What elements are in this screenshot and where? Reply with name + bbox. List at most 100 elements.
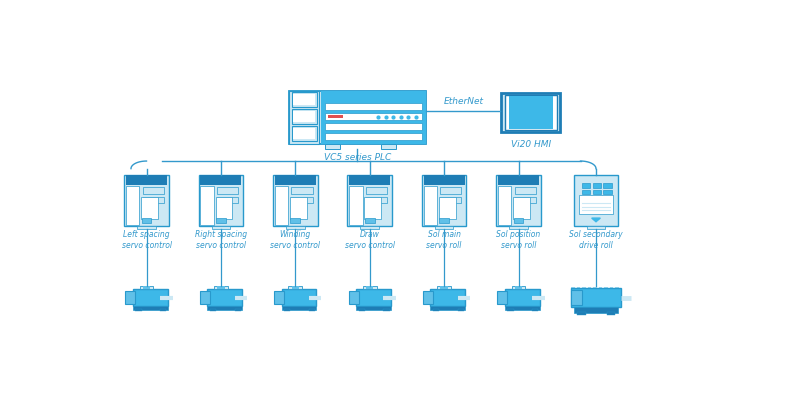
FancyBboxPatch shape (142, 188, 164, 194)
FancyBboxPatch shape (291, 286, 299, 289)
FancyBboxPatch shape (124, 175, 169, 226)
FancyBboxPatch shape (507, 309, 514, 311)
FancyBboxPatch shape (435, 226, 454, 229)
FancyBboxPatch shape (430, 289, 465, 306)
FancyBboxPatch shape (126, 175, 167, 185)
FancyBboxPatch shape (505, 289, 539, 306)
FancyBboxPatch shape (282, 306, 316, 310)
FancyBboxPatch shape (294, 128, 314, 139)
FancyBboxPatch shape (582, 287, 586, 308)
FancyBboxPatch shape (582, 190, 590, 194)
FancyBboxPatch shape (141, 197, 158, 219)
FancyBboxPatch shape (211, 226, 230, 229)
FancyBboxPatch shape (458, 309, 464, 311)
FancyBboxPatch shape (532, 309, 538, 311)
FancyBboxPatch shape (234, 309, 241, 311)
Text: VC5 series PLC: VC5 series PLC (324, 153, 391, 162)
FancyBboxPatch shape (290, 218, 300, 223)
FancyBboxPatch shape (512, 286, 526, 289)
FancyBboxPatch shape (502, 93, 560, 132)
FancyBboxPatch shape (603, 184, 611, 188)
FancyBboxPatch shape (350, 175, 390, 185)
FancyBboxPatch shape (142, 197, 164, 203)
Text: Left spacing
servo control: Left spacing servo control (122, 230, 171, 250)
FancyBboxPatch shape (496, 175, 541, 226)
FancyBboxPatch shape (290, 197, 307, 219)
FancyBboxPatch shape (440, 188, 462, 194)
Text: Right spacing
servo control: Right spacing servo control (195, 230, 247, 250)
FancyBboxPatch shape (571, 288, 621, 307)
Polygon shape (592, 218, 600, 222)
FancyBboxPatch shape (574, 307, 618, 313)
FancyBboxPatch shape (291, 188, 313, 194)
FancyBboxPatch shape (588, 287, 591, 308)
FancyBboxPatch shape (577, 287, 580, 308)
FancyBboxPatch shape (160, 309, 166, 311)
FancyBboxPatch shape (363, 286, 377, 289)
FancyBboxPatch shape (321, 91, 426, 143)
FancyBboxPatch shape (603, 190, 611, 194)
FancyBboxPatch shape (282, 289, 316, 306)
FancyBboxPatch shape (275, 175, 316, 185)
FancyBboxPatch shape (138, 226, 156, 229)
FancyBboxPatch shape (217, 188, 238, 194)
FancyBboxPatch shape (214, 286, 228, 289)
FancyBboxPatch shape (586, 226, 606, 229)
FancyBboxPatch shape (216, 218, 226, 223)
FancyBboxPatch shape (207, 289, 242, 306)
FancyBboxPatch shape (217, 286, 225, 289)
FancyBboxPatch shape (498, 175, 539, 185)
FancyBboxPatch shape (350, 186, 362, 225)
FancyBboxPatch shape (364, 197, 382, 219)
FancyBboxPatch shape (430, 306, 465, 310)
FancyBboxPatch shape (424, 186, 437, 225)
FancyBboxPatch shape (498, 291, 507, 304)
FancyBboxPatch shape (349, 291, 358, 304)
FancyBboxPatch shape (594, 287, 597, 308)
FancyBboxPatch shape (291, 197, 313, 203)
FancyBboxPatch shape (207, 306, 242, 310)
FancyBboxPatch shape (604, 287, 608, 308)
FancyBboxPatch shape (356, 306, 390, 310)
FancyBboxPatch shape (440, 286, 448, 289)
FancyBboxPatch shape (498, 186, 511, 225)
FancyBboxPatch shape (198, 175, 243, 226)
FancyBboxPatch shape (274, 291, 284, 304)
FancyBboxPatch shape (286, 226, 305, 229)
FancyBboxPatch shape (133, 306, 167, 310)
FancyBboxPatch shape (424, 175, 465, 185)
FancyBboxPatch shape (200, 291, 210, 304)
FancyBboxPatch shape (291, 109, 317, 124)
FancyBboxPatch shape (135, 309, 142, 311)
FancyBboxPatch shape (140, 286, 154, 289)
FancyBboxPatch shape (610, 287, 614, 308)
FancyBboxPatch shape (381, 143, 396, 149)
FancyBboxPatch shape (215, 197, 233, 219)
FancyBboxPatch shape (598, 287, 602, 308)
FancyBboxPatch shape (289, 91, 319, 143)
FancyBboxPatch shape (606, 312, 615, 314)
FancyBboxPatch shape (366, 286, 374, 289)
Text: Winding
servo control: Winding servo control (270, 230, 320, 250)
FancyBboxPatch shape (126, 291, 135, 304)
FancyBboxPatch shape (514, 218, 523, 223)
FancyBboxPatch shape (328, 115, 343, 118)
Text: Sol secondary
drive roll: Sol secondary drive roll (569, 230, 623, 250)
FancyBboxPatch shape (366, 197, 387, 203)
FancyBboxPatch shape (289, 91, 426, 143)
FancyBboxPatch shape (325, 143, 340, 149)
FancyBboxPatch shape (438, 197, 456, 219)
FancyBboxPatch shape (210, 309, 216, 311)
FancyBboxPatch shape (284, 309, 290, 311)
FancyBboxPatch shape (356, 289, 390, 306)
FancyBboxPatch shape (578, 195, 614, 214)
FancyBboxPatch shape (422, 175, 466, 226)
FancyBboxPatch shape (513, 197, 530, 219)
FancyBboxPatch shape (593, 184, 601, 188)
FancyBboxPatch shape (325, 113, 422, 120)
FancyBboxPatch shape (514, 197, 536, 203)
FancyBboxPatch shape (505, 95, 557, 130)
FancyBboxPatch shape (571, 290, 582, 305)
FancyBboxPatch shape (325, 123, 422, 130)
FancyBboxPatch shape (366, 188, 387, 194)
